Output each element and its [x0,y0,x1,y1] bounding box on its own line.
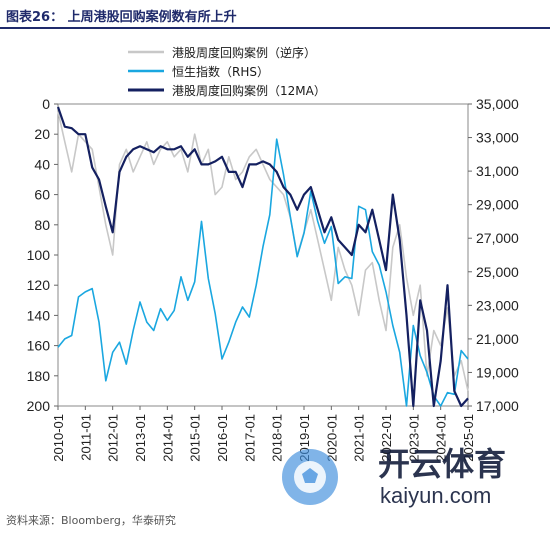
watermark-brand-cn: 开云体育 [378,445,506,483]
x-tick-label: 2016-01 [215,414,230,462]
y-left-tick-label: 100 [27,247,51,263]
y-left-tick-label: 60 [34,187,50,203]
y-left-tick-label: 140 [27,307,51,323]
y-left-tick-label: 180 [27,368,51,384]
legend: 港股周度回购案例（逆序） 恒生指数（RHS） 港股周度回购案例（12MA） [128,45,326,98]
x-tick-label: 2023-01 [406,414,421,462]
chart: 港股周度回购案例（逆序） 恒生指数（RHS） 港股周度回购案例（12MA） 0 20 4… [27,45,519,462]
series-layer [56,106,469,408]
x-tick-label: 2021-01 [352,414,367,462]
y-right-tick-label: 27,000 [476,230,519,246]
x-tick-label: 2022-01 [379,414,394,462]
legend-label-1: 港股周度回购案例（逆序） [172,45,316,60]
legend-label-2: 恒生指数（RHS） [172,64,269,79]
plot-frame [57,103,469,407]
y-right-tick-label: 29,000 [476,197,519,213]
y-right-tick-label: 19,000 [476,364,519,380]
y-left-tick-label: 0 [42,96,50,112]
y-right-tick-label: 21,000 [476,331,519,347]
x-tick-label: 2025-01 [461,414,476,462]
x-tick-label: 2015-01 [188,414,203,462]
y-right-tick-label: 31,000 [476,163,519,179]
x-tick-label: 2018-01 [270,414,285,462]
x-tick-label: 2024-01 [434,414,449,462]
series-line-1 [57,111,469,392]
title-rule [0,27,550,29]
x-tick-label: 2013-01 [133,414,148,462]
series-line-2 [57,138,469,407]
y-left-tick-label: 200 [27,398,51,414]
soccer-ball-icon [282,449,338,505]
x-tick-label: 2014-01 [160,414,175,462]
y-left-tick-label: 20 [34,126,50,142]
x-tick-label: 2012-01 [106,414,121,462]
axes: 0 20 40 60 80 100 120 140 160 180 200 17,000 19,000 2… [27,96,519,462]
y-right-tick-label: 23,000 [476,297,519,313]
x-tick-label: 2017-01 [242,414,257,462]
y-right-tick-label: 17,000 [476,398,519,414]
y-left-tick-label: 120 [27,277,51,293]
y-left-tick-label: 160 [27,338,51,354]
y-right-tick-label: 35,000 [476,96,519,112]
y-left-tick-label: 80 [34,217,50,233]
source-note: 资料来源：Bloomberg，华泰研究 [6,514,176,527]
y-right-tick-label: 33,000 [476,130,519,146]
series-line-3 [56,106,469,408]
legend-label-3: 港股周度回购案例（12MA） [172,83,326,98]
y-left-tick-label: 40 [34,156,50,172]
x-tick-label: 2020-01 [324,414,339,462]
watermark-logo: 开云体育 kaiyun.com [282,445,506,508]
x-tick-label: 2010-01 [51,414,66,462]
watermark-brand-url: kaiyun.com [380,483,491,508]
y-right-tick-label: 25,000 [476,264,519,280]
figure-title: 图表26： 上周港股回购案例数有所上升 [6,10,237,25]
x-tick-label: 2011-01 [78,414,93,461]
